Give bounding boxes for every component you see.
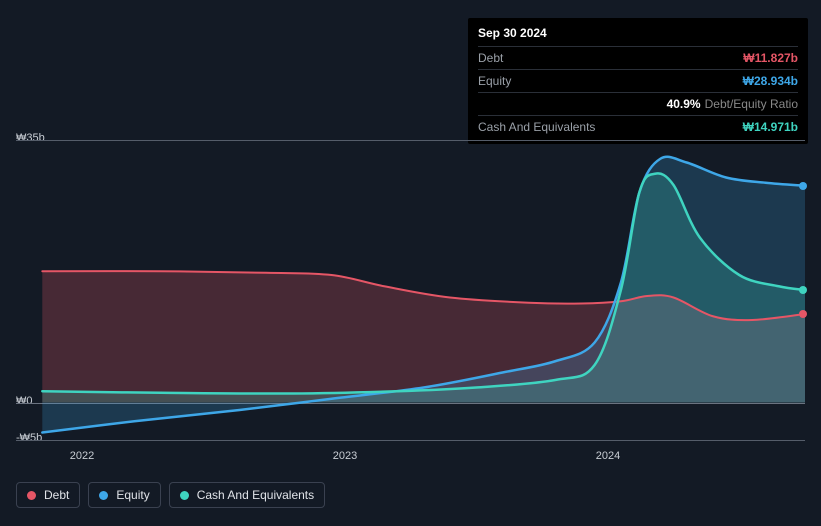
tooltip-date: Sep 30 2024: [478, 24, 798, 46]
tooltip-row: Equity ₩28.934b: [478, 69, 798, 92]
gridline: [16, 440, 805, 441]
series-end-dot: [799, 310, 807, 318]
tooltip-row-label: Debt: [478, 49, 503, 67]
legend-item[interactable]: Cash And Equivalents: [169, 482, 325, 508]
legend-label: Cash And Equivalents: [197, 488, 314, 502]
legend-dot-icon: [99, 491, 108, 500]
legend-item[interactable]: Debt: [16, 482, 80, 508]
series-end-dot: [799, 286, 807, 294]
legend-dot-icon: [27, 491, 36, 500]
tooltip-row-value: ₩11.827b: [743, 49, 798, 67]
tooltip-row-value: 40.9%Debt/Equity Ratio: [667, 95, 798, 113]
tooltip-row-label: Cash And Equivalents: [478, 118, 595, 136]
legend-item[interactable]: Equity: [88, 482, 160, 508]
x-axis-label: 2022: [70, 450, 94, 462]
tooltip-row-suffix: Debt/Equity Ratio: [705, 97, 798, 111]
tooltip-row: Cash And Equivalents ₩14.971b: [478, 115, 798, 138]
tooltip-row-value: ₩28.934b: [743, 72, 798, 90]
chart-tooltip: Sep 30 2024 Debt ₩11.827b Equity ₩28.934b 40…: [468, 18, 808, 144]
x-axis-label: 2024: [596, 450, 620, 462]
series-end-dot: [799, 182, 807, 190]
tooltip-row-label: Equity: [478, 72, 511, 90]
chart-legend: Debt Equity Cash And Equivalents: [16, 482, 325, 508]
legend-label: Equity: [116, 488, 149, 502]
legend-dot-icon: [180, 491, 189, 500]
tooltip-row: 40.9%Debt/Equity Ratio: [478, 92, 798, 115]
x-axis-label: 2023: [333, 450, 357, 462]
tooltip-row-value: ₩14.971b: [743, 118, 798, 136]
legend-label: Debt: [44, 488, 69, 502]
chart-plot: [16, 140, 805, 440]
tooltip-row: Debt ₩11.827b: [478, 46, 798, 69]
